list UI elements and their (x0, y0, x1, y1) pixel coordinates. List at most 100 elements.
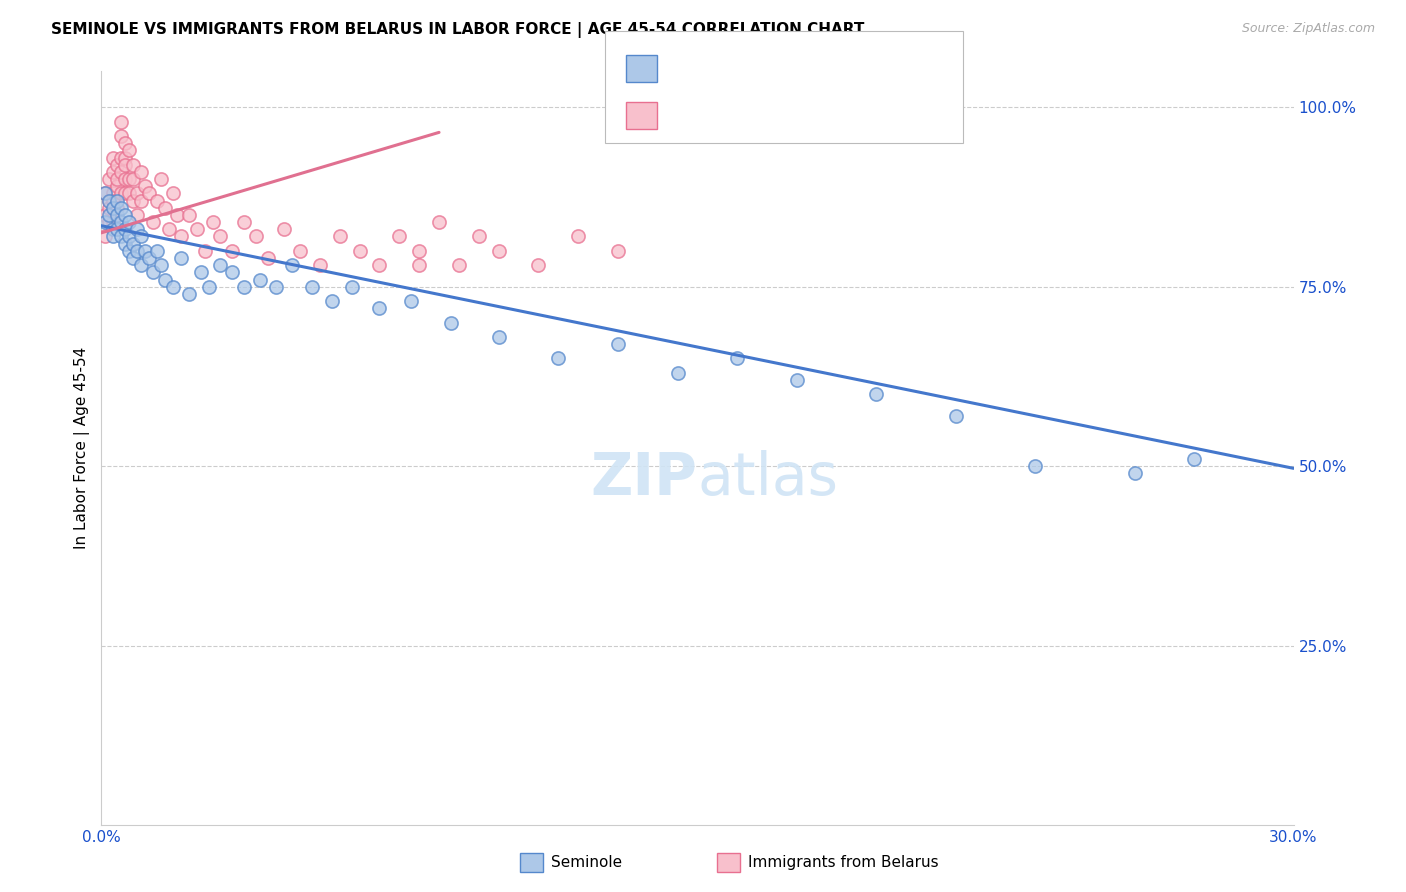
Y-axis label: In Labor Force | Age 45-54: In Labor Force | Age 45-54 (75, 347, 90, 549)
Point (118, 215, 141, 229)
Point (209, 229, 232, 244)
Point (468, 229, 491, 244)
Point (340, 279, 363, 293)
Point (162, 186, 184, 201)
Point (118, 172, 141, 186)
Point (157, 222, 180, 236)
Point (98, 194, 121, 208)
Point (606, 337, 628, 351)
Point (440, 316, 463, 330)
Point (98, 208, 121, 222)
Point (101, 215, 124, 229)
Point (1182, 452, 1205, 467)
Point (368, 301, 391, 316)
Point (177, 286, 200, 301)
Point (105, 194, 128, 208)
Point (114, 136, 136, 150)
Point (193, 244, 215, 258)
Point (101, 229, 124, 244)
Point (257, 251, 280, 265)
Point (488, 330, 510, 344)
Point (1024, 459, 1046, 474)
Point (125, 208, 148, 222)
Point (142, 265, 165, 279)
Point (190, 265, 212, 279)
Point (427, 215, 450, 229)
Point (527, 258, 550, 272)
Text: R =  0.399   N = 71: R = 0.399 N = 71 (668, 107, 858, 125)
Point (399, 294, 422, 309)
Point (122, 194, 145, 208)
Point (209, 258, 232, 272)
Point (233, 215, 256, 229)
Point (101, 151, 124, 165)
Point (114, 151, 136, 165)
Text: Immigrants from Belarus: Immigrants from Belarus (748, 855, 939, 870)
Point (138, 186, 160, 201)
Point (606, 244, 628, 258)
Point (153, 272, 176, 286)
Point (221, 244, 243, 258)
Point (666, 366, 689, 380)
Point (98, 215, 121, 229)
Point (149, 172, 172, 186)
Point (125, 186, 148, 201)
Point (129, 194, 152, 208)
Point (329, 229, 352, 244)
Point (101, 186, 124, 201)
Point (170, 251, 193, 265)
Point (368, 258, 391, 272)
Point (105, 172, 128, 186)
Text: SEMINOLE VS IMMIGRANTS FROM BELARUS IN LABOR FORCE | AGE 45-54 CORRELATION CHART: SEMINOLE VS IMMIGRANTS FROM BELARUS IN L… (51, 22, 865, 38)
Point (125, 222, 148, 236)
Point (101, 194, 124, 208)
Point (118, 229, 141, 244)
Point (105, 222, 128, 236)
Point (101, 201, 124, 215)
Point (105, 158, 128, 172)
Point (249, 272, 271, 286)
Point (186, 222, 208, 236)
Point (273, 222, 295, 236)
Point (122, 172, 145, 186)
Point (114, 186, 136, 201)
Point (110, 114, 132, 128)
Point (547, 351, 569, 366)
Point (122, 251, 145, 265)
Point (153, 201, 176, 215)
Point (349, 244, 371, 258)
Point (110, 165, 132, 179)
Point (142, 215, 165, 229)
Point (488, 244, 510, 258)
Point (122, 236, 145, 251)
Text: atlas: atlas (697, 450, 838, 507)
Point (447, 258, 470, 272)
Point (567, 229, 589, 244)
Point (118, 144, 141, 158)
Point (201, 215, 224, 229)
Text: ZIP: ZIP (591, 450, 697, 507)
Point (110, 151, 132, 165)
Point (110, 186, 132, 201)
Point (162, 279, 184, 293)
Point (786, 373, 808, 387)
Point (264, 279, 287, 293)
Point (321, 294, 343, 309)
Point (408, 258, 430, 272)
Point (301, 279, 323, 293)
Point (388, 229, 411, 244)
Text: Source: ZipAtlas.com: Source: ZipAtlas.com (1241, 22, 1375, 36)
Point (245, 229, 267, 244)
Point (146, 194, 169, 208)
Point (177, 208, 200, 222)
Point (110, 229, 132, 244)
Point (408, 244, 430, 258)
Point (166, 208, 188, 222)
Point (129, 258, 152, 272)
Point (288, 244, 311, 258)
Point (114, 222, 136, 236)
Point (98, 201, 121, 215)
Point (118, 244, 141, 258)
Text: Seminole: Seminole (551, 855, 623, 870)
Point (110, 215, 132, 229)
